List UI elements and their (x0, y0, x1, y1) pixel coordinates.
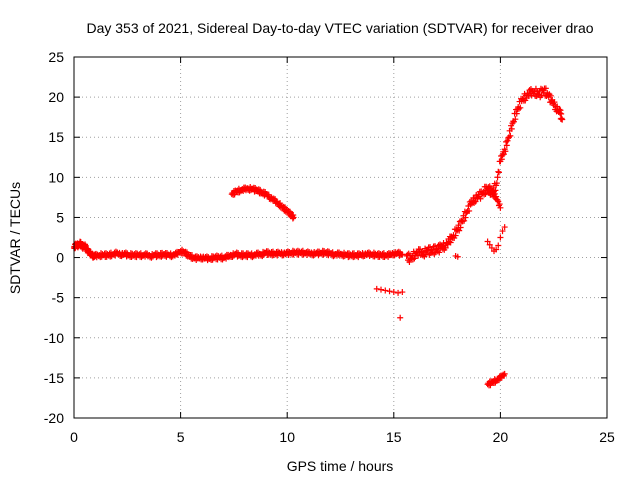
x-axis-label: GPS time / hours (287, 458, 394, 474)
y-tick-label: 15 (48, 129, 64, 145)
data-point (493, 246, 500, 253)
data-point (486, 241, 493, 248)
y-tick-label: 20 (48, 89, 64, 105)
data-point (484, 238, 491, 245)
data-point (498, 156, 505, 163)
y-axis-label: SDTVAR / TECUs (7, 182, 23, 294)
data-point (404, 251, 411, 258)
data-point (462, 214, 469, 221)
data-point (290, 214, 297, 221)
x-tick-label: 20 (493, 429, 509, 445)
data-point (472, 198, 479, 205)
data-point (494, 174, 501, 181)
data-point (488, 244, 495, 251)
data-point (466, 207, 473, 214)
data-point (373, 285, 380, 292)
data-point (461, 217, 468, 224)
data-point (508, 125, 515, 132)
grid-lines (74, 57, 607, 418)
x-tick-label: 0 (70, 429, 78, 445)
chart-title: Day 353 of 2021, Sidereal Day-to-day VTE… (86, 20, 593, 36)
data-point (456, 227, 463, 234)
y-tick-label: 10 (48, 169, 64, 185)
data-point (551, 99, 558, 106)
data-points (71, 85, 566, 389)
data-point (493, 180, 500, 187)
data-point (512, 116, 519, 123)
data-point (382, 287, 389, 294)
data-point (497, 204, 504, 211)
data-point (442, 244, 449, 251)
x-tick-label: 15 (386, 429, 402, 445)
data-point (452, 232, 459, 239)
data-point (386, 288, 393, 295)
data-point (447, 239, 454, 246)
data-point (390, 289, 397, 296)
data-point (501, 370, 508, 377)
data-point (513, 110, 520, 117)
data-point (557, 107, 564, 114)
x-tick-label: 25 (599, 429, 615, 445)
y-tick-label: 25 (48, 49, 64, 65)
data-point (399, 289, 406, 296)
data-point (517, 104, 524, 111)
data-point (542, 85, 549, 92)
x-tick-label: 10 (279, 429, 295, 445)
data-point (507, 132, 514, 139)
data-point (378, 286, 385, 293)
plot-frame (73, 56, 608, 419)
data-point (395, 289, 402, 296)
data-point (559, 116, 566, 123)
data-point (505, 134, 512, 141)
data-point (397, 314, 404, 321)
data-point (457, 224, 464, 231)
data-point (502, 148, 509, 155)
data-point (554, 103, 561, 110)
data-point (454, 253, 461, 260)
y-tick-label: -20 (44, 410, 64, 426)
data-point (547, 92, 554, 99)
axis-ticks: 0 5 10 15 20 25 -20 -15 -10 -5 0 5 10 15 20 25 (44, 49, 615, 445)
data-point (287, 208, 294, 215)
data-point (477, 195, 484, 202)
data-point (497, 234, 504, 241)
data-point (503, 142, 510, 149)
data-point (495, 242, 502, 249)
data-point (495, 168, 502, 175)
data-point (493, 193, 500, 200)
y-tick-label: -10 (44, 330, 64, 346)
y-tick-label: 0 (56, 250, 64, 266)
data-point (436, 249, 443, 256)
data-point (499, 228, 506, 235)
y-tick-label: -15 (44, 370, 64, 386)
data-point (501, 224, 508, 231)
data-point (504, 137, 511, 144)
data-point (495, 169, 502, 176)
data-point (496, 201, 503, 208)
y-tick-label: -5 (52, 290, 65, 306)
y-tick-label: 5 (56, 209, 64, 225)
x-tick-label: 5 (177, 429, 185, 445)
data-point (492, 187, 499, 194)
data-point (556, 106, 563, 113)
